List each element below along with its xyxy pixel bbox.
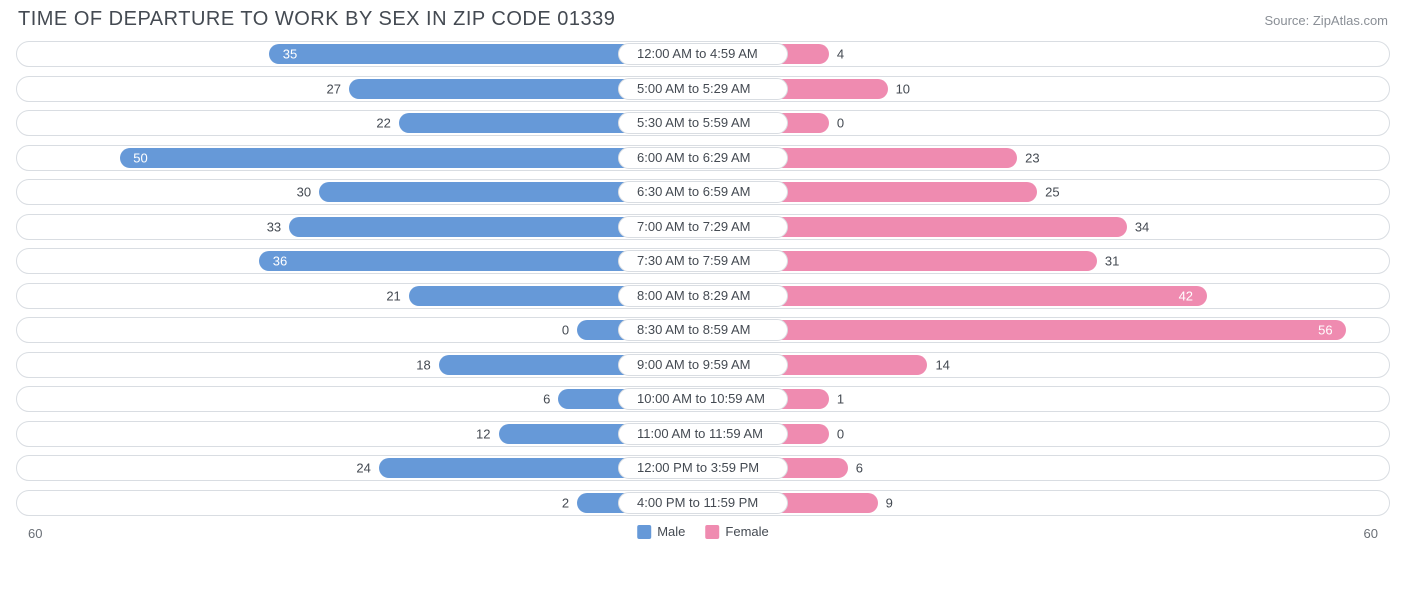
legend-swatch xyxy=(705,525,719,539)
female-value: 1 xyxy=(837,392,844,407)
row-time-label: 8:30 AM to 8:59 AM xyxy=(618,319,788,341)
legend-label: Female xyxy=(725,524,768,539)
chart-header: TIME OF DEPARTURE TO WORK BY SEX IN ZIP … xyxy=(10,8,1396,41)
axis-max-left: 60 xyxy=(28,526,42,541)
chart-title: TIME OF DEPARTURE TO WORK BY SEX IN ZIP … xyxy=(18,8,615,31)
male-value: 30 xyxy=(297,185,311,200)
row-time-label: 4:00 PM to 11:59 PM xyxy=(618,492,788,514)
female-value: 9 xyxy=(886,495,893,510)
table-row: 7:30 AM to 7:59 AM 36 31 xyxy=(16,248,1390,274)
row-time-label: 12:00 PM to 3:59 PM xyxy=(618,457,788,479)
female-value: 0 xyxy=(837,116,844,131)
chart-rows: 12:00 AM to 4:59 AM 35 4 5:00 AM to 5:29 AM… xyxy=(10,41,1396,516)
legend: Male Female xyxy=(637,524,769,539)
table-row: 6:00 AM to 6:29 AM 50 23 xyxy=(16,145,1390,171)
male-value: 12 xyxy=(476,426,490,441)
row-time-label: 6:30 AM to 6:59 AM xyxy=(618,181,788,203)
female-value: 25 xyxy=(1045,185,1059,200)
row-time-label: 7:00 AM to 7:29 AM xyxy=(618,216,788,238)
male-value: 50 xyxy=(133,150,147,165)
male-value: 24 xyxy=(356,461,370,476)
female-value: 0 xyxy=(837,426,844,441)
female-value: 23 xyxy=(1025,150,1039,165)
row-time-label: 5:00 AM to 5:29 AM xyxy=(618,78,788,100)
female-bar xyxy=(703,320,1346,340)
table-row: 11:00 AM to 11:59 AM 12 0 xyxy=(16,421,1390,447)
row-time-label: 8:00 AM to 8:29 AM xyxy=(618,285,788,307)
female-value: 42 xyxy=(1179,288,1193,303)
table-row: 8:00 AM to 8:29 AM 21 42 xyxy=(16,283,1390,309)
axis-max-right: 60 xyxy=(1364,526,1378,541)
female-value: 6 xyxy=(856,461,863,476)
male-value: 18 xyxy=(416,357,430,372)
male-value: 27 xyxy=(327,81,341,96)
male-value: 35 xyxy=(283,47,297,62)
row-time-label: 7:30 AM to 7:59 AM xyxy=(618,250,788,272)
table-row: 4:00 PM to 11:59 PM 2 9 xyxy=(16,490,1390,516)
row-time-label: 11:00 AM to 11:59 AM xyxy=(618,423,788,445)
table-row: 10:00 AM to 10:59 AM 6 1 xyxy=(16,386,1390,412)
table-row: 5:30 AM to 5:59 AM 22 0 xyxy=(16,110,1390,136)
table-row: 6:30 AM to 6:59 AM 30 25 xyxy=(16,179,1390,205)
male-value: 33 xyxy=(267,219,281,234)
row-time-label: 9:00 AM to 9:59 AM xyxy=(618,354,788,376)
female-value: 10 xyxy=(896,81,910,96)
table-row: 7:00 AM to 7:29 AM 33 34 xyxy=(16,214,1390,240)
male-value: 36 xyxy=(273,254,287,269)
table-row: 9:00 AM to 9:59 AM 18 14 xyxy=(16,352,1390,378)
male-value: 0 xyxy=(562,323,569,338)
table-row: 8:30 AM to 8:59 AM 0 56 xyxy=(16,317,1390,343)
legend-swatch xyxy=(637,525,651,539)
male-value: 6 xyxy=(543,392,550,407)
legend-item: Male xyxy=(637,524,685,539)
female-value: 4 xyxy=(837,47,844,62)
chart-source: Source: ZipAtlas.com xyxy=(1264,13,1388,28)
female-value: 14 xyxy=(935,357,949,372)
male-value: 21 xyxy=(386,288,400,303)
legend-label: Male xyxy=(657,524,685,539)
row-time-label: 5:30 AM to 5:59 AM xyxy=(618,112,788,134)
table-row: 5:00 AM to 5:29 AM 27 10 xyxy=(16,76,1390,102)
table-row: 12:00 PM to 3:59 PM 24 6 xyxy=(16,455,1390,481)
row-time-label: 10:00 AM to 10:59 AM xyxy=(618,388,788,410)
legend-item: Female xyxy=(705,524,768,539)
female-value: 31 xyxy=(1105,254,1119,269)
row-time-label: 12:00 AM to 4:59 AM xyxy=(618,43,788,65)
row-time-label: 6:00 AM to 6:29 AM xyxy=(618,147,788,169)
male-value: 2 xyxy=(562,495,569,510)
chart-footer: 60 Male Female 60 xyxy=(10,524,1396,546)
female-value: 56 xyxy=(1318,323,1332,338)
table-row: 12:00 AM to 4:59 AM 35 4 xyxy=(16,41,1390,67)
female-value: 34 xyxy=(1135,219,1149,234)
male-bar xyxy=(120,148,703,168)
male-value: 22 xyxy=(376,116,390,131)
